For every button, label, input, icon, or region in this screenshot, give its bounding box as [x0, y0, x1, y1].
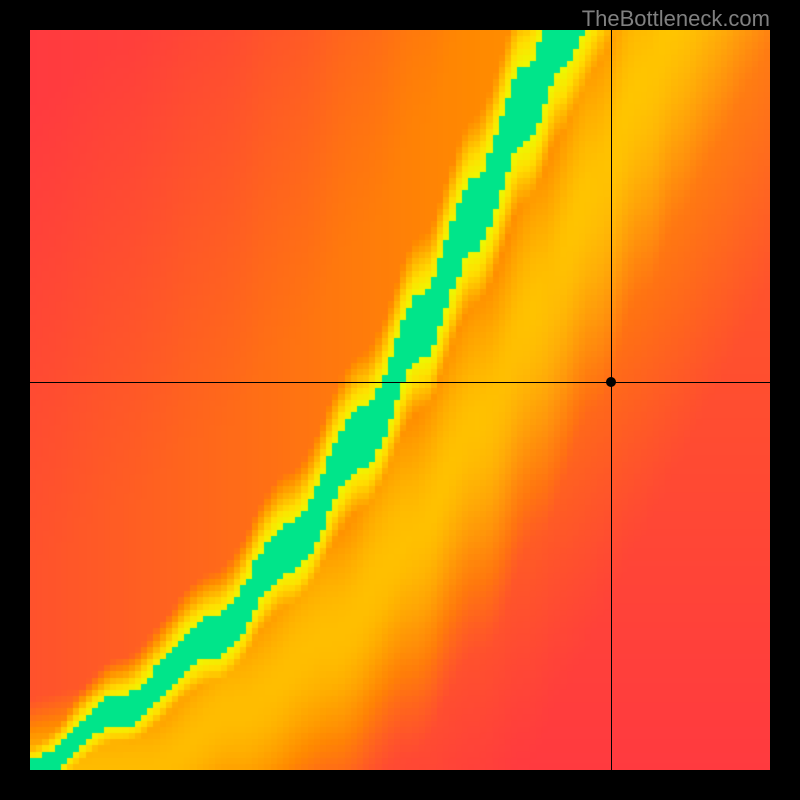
- heatmap-canvas: [30, 30, 770, 770]
- crosshair-horizontal: [30, 382, 770, 383]
- heatmap-plot: [30, 30, 770, 770]
- crosshair-marker: [606, 377, 616, 387]
- watermark-text: TheBottleneck.com: [582, 6, 770, 32]
- crosshair-vertical: [611, 30, 612, 770]
